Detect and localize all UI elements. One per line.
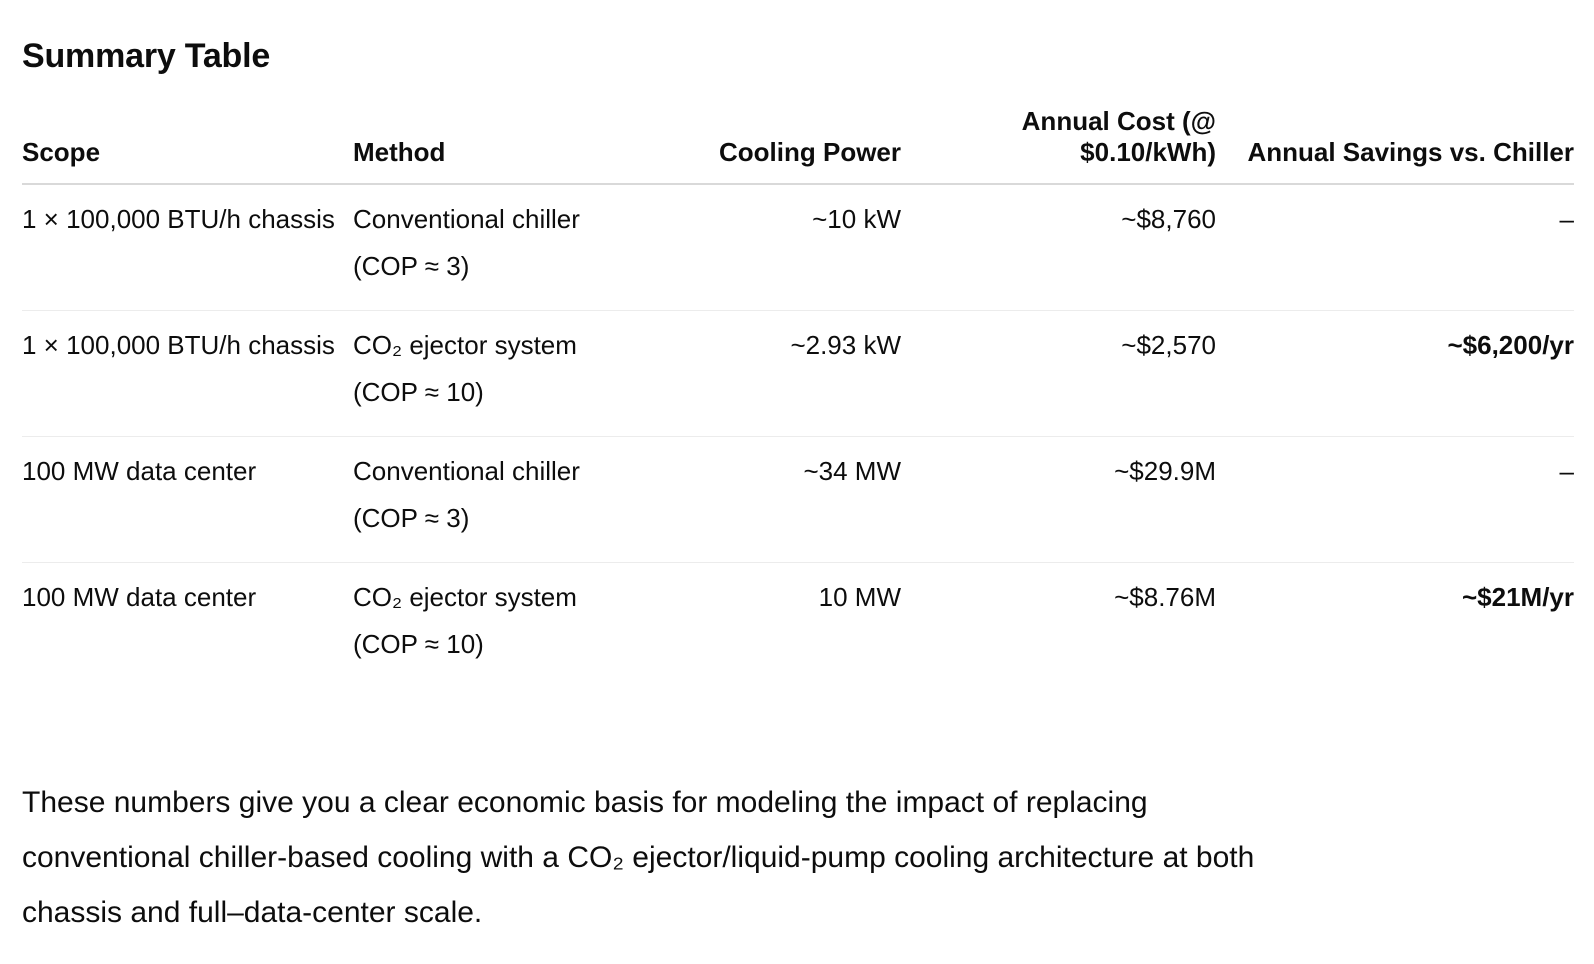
cell-method: CO₂ ejector system (COP ≈ 10) <box>353 582 577 659</box>
summary-table: Scope Method Cooling Power Annual Cost (… <box>22 104 1574 688</box>
header-cooling-power: Cooling Power <box>623 104 901 185</box>
cell-annual-savings: – <box>1216 184 1574 311</box>
cell-annual-savings: ~$21M/yr <box>1461 582 1574 612</box>
cell-scope: 1 × 100,000 BTU/h chassis <box>22 310 353 437</box>
cell-annual-cost: ~$8.76M <box>1114 582 1216 612</box>
cell-cooling-power: 10 MW <box>818 582 901 612</box>
table-row: 1 × 100,000 BTU/h chassis CO₂ ejector sy… <box>22 310 1574 437</box>
header-annual-cost: Annual Cost (@ $0.10/kWh) <box>901 104 1216 185</box>
table-header-row: Scope Method Cooling Power Annual Cost (… <box>22 104 1574 185</box>
cell-annual-savings: – <box>1216 436 1574 563</box>
cell-annual-cost: ~$2,570 <box>901 310 1216 437</box>
conclusion-paragraph: These numbers give you a clear economic … <box>22 786 1255 929</box>
cell-scope: 1 × 100,000 BTU/h chassis <box>22 184 353 311</box>
cell-cooling-power: ~2.93 kW <box>623 310 901 437</box>
cell-method: Conventional chiller (COP ≈ 3) <box>353 436 623 563</box>
table-row: 100 MW data center Conventional chiller … <box>22 436 1574 563</box>
cell-scope: 100 MW data center <box>22 436 353 563</box>
cell-annual-cost: ~$8,760 <box>901 184 1216 311</box>
table-row: 100 MW data center CO₂ ejector system (C… <box>22 563 1574 689</box>
cell-cooling-power: ~34 MW <box>623 436 901 563</box>
cell-cooling-power: ~10 kW <box>623 184 901 311</box>
header-method: Method <box>353 104 623 185</box>
cell-annual-savings: ~$6,200/yr <box>1216 310 1574 437</box>
cell-annual-cost: ~$29.9M <box>901 436 1216 563</box>
cell-method: CO₂ ejector system (COP ≈ 10) <box>353 310 623 437</box>
cell-method: Conventional chiller (COP ≈ 3) <box>353 184 623 311</box>
section-title: Summary Table <box>22 37 271 75</box>
cell-scope: 100 MW data center <box>22 582 257 612</box>
header-scope: Scope <box>22 104 353 185</box>
table-row: 1 × 100,000 BTU/h chassis Conventional c… <box>22 184 1574 311</box>
header-annual-savings: Annual Savings vs. Chiller <box>1216 104 1574 185</box>
